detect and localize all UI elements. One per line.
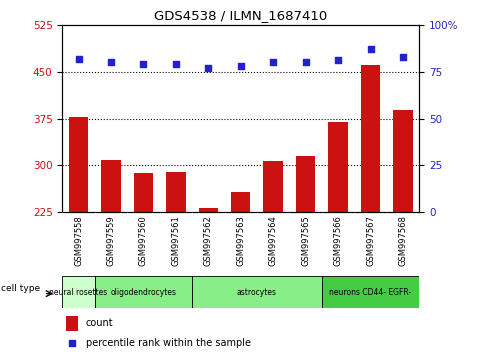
Point — [334, 58, 342, 63]
Bar — [101, 160, 121, 212]
Point — [204, 65, 212, 71]
Point — [68, 341, 76, 346]
Text: astrocytes: astrocytes — [237, 287, 277, 297]
Title: GDS4538 / ILMN_1687410: GDS4538 / ILMN_1687410 — [154, 9, 327, 22]
Text: GSM997565: GSM997565 — [301, 216, 310, 266]
Text: GSM997560: GSM997560 — [139, 216, 148, 266]
Bar — [393, 110, 413, 212]
Text: percentile rank within the sample: percentile rank within the sample — [85, 338, 250, 348]
Bar — [69, 117, 88, 212]
Text: GSM997568: GSM997568 — [398, 216, 408, 267]
Bar — [134, 173, 153, 212]
Text: neurons CD44- EGFR-: neurons CD44- EGFR- — [329, 287, 412, 297]
Point — [269, 59, 277, 65]
Point — [237, 63, 245, 69]
Bar — [192, 276, 322, 308]
Bar — [322, 276, 419, 308]
Text: oligodendrocytes: oligodendrocytes — [110, 287, 177, 297]
Point — [399, 54, 407, 59]
Point — [139, 61, 147, 67]
Bar — [66, 316, 78, 331]
Bar — [361, 65, 380, 212]
Point — [301, 59, 309, 65]
Bar — [95, 276, 192, 308]
Bar — [166, 172, 186, 212]
Text: GSM997563: GSM997563 — [236, 216, 246, 267]
Bar — [328, 122, 348, 212]
Text: GSM997561: GSM997561 — [171, 216, 181, 266]
Point — [74, 56, 82, 61]
Text: GSM997558: GSM997558 — [74, 216, 83, 266]
Text: count: count — [85, 318, 113, 329]
Text: GSM997566: GSM997566 — [333, 216, 343, 267]
Point — [107, 59, 115, 65]
Text: GSM997562: GSM997562 — [204, 216, 213, 266]
Bar — [199, 208, 218, 212]
Text: cell type: cell type — [1, 284, 40, 293]
Point — [172, 61, 180, 67]
Text: GSM997564: GSM997564 — [268, 216, 278, 266]
Bar — [296, 156, 315, 212]
Bar — [62, 276, 95, 308]
Text: GSM997567: GSM997567 — [366, 216, 375, 267]
Point — [366, 46, 374, 52]
Text: GSM997559: GSM997559 — [106, 216, 116, 266]
Bar — [263, 161, 283, 212]
Text: neural rosettes: neural rosettes — [49, 287, 108, 297]
Bar — [231, 192, 250, 212]
